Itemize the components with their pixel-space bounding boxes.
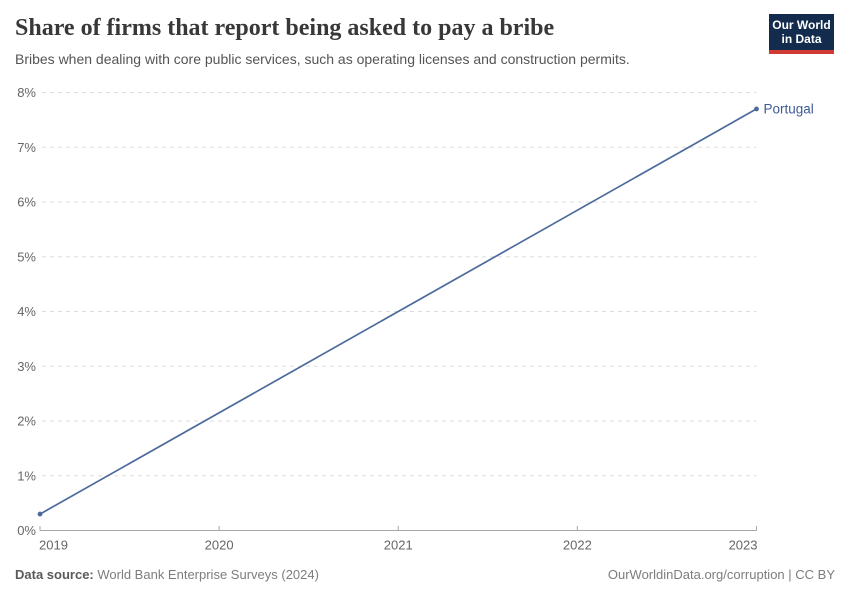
y-axis-tick-label: 0% [17, 523, 36, 538]
owid-logo[interactable]: Our World in Data [769, 14, 834, 54]
data-source-value: World Bank Enterprise Surveys (2024) [93, 567, 319, 582]
y-axis-tick-label: 7% [17, 140, 36, 155]
series-end-label[interactable]: Portugal [764, 101, 814, 116]
y-axis-tick-label: 5% [17, 249, 36, 264]
data-point [754, 106, 759, 112]
data-point [37, 511, 43, 517]
x-axis-tick-label: 2021 [384, 538, 413, 553]
data-source: Data source: World Bank Enterprise Surve… [15, 567, 319, 582]
chart-title: Share of firms that report being asked t… [15, 15, 555, 41]
x-axis-tick-label: 2020 [205, 538, 234, 553]
owid-logo-line2: in Data [781, 32, 822, 47]
y-axis-tick-label: 4% [17, 304, 36, 319]
line-chart-plot: 0% 1% 2% 3% 4% 5% 6% 7% 8% 2019 2020 2021 2022 2023 Po… [17, 85, 814, 553]
series-line-portugal [39, 108, 757, 515]
y-axis-tick-label: 3% [17, 359, 36, 374]
x-axis-tick-label: 2023 [729, 538, 758, 553]
chart-header: Share of firms that report being asked t… [15, 13, 755, 68]
data-source-label: Data source: [15, 567, 94, 582]
y-axis-tick-label: 8% [17, 85, 36, 100]
x-axis-tick-label: 2022 [563, 538, 592, 553]
y-axis-tick-label: 1% [17, 468, 36, 483]
owid-logo-line1: Our World [772, 18, 831, 32]
attribution-link[interactable]: OurWorldinData.org/corruption | CC BY [607, 567, 835, 582]
x-axis-tick-label: 2019 [39, 538, 68, 553]
chart-footer: Data source: World Bank Enterprise Surve… [15, 567, 835, 582]
y-axis-tick-label: 2% [17, 414, 36, 429]
y-axis-tick-label: 6% [17, 195, 36, 210]
chart-subtitle: Bribes when dealing with core public ser… [15, 51, 630, 67]
